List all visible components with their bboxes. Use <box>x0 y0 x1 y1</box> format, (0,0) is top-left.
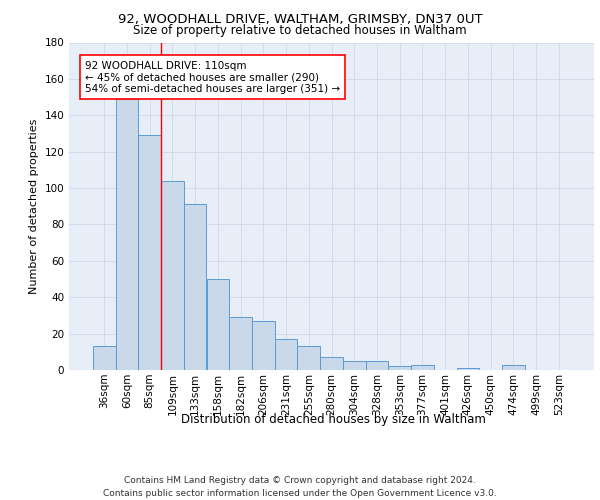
Y-axis label: Number of detached properties: Number of detached properties <box>29 118 39 294</box>
Bar <box>298 346 320 370</box>
Bar <box>252 321 275 370</box>
Bar <box>457 368 479 370</box>
Text: Contains HM Land Registry data © Crown copyright and database right 2024.
Contai: Contains HM Land Registry data © Crown c… <box>103 476 497 498</box>
Bar <box>388 366 411 370</box>
Text: Size of property relative to detached houses in Waltham: Size of property relative to detached ho… <box>133 24 467 37</box>
Bar <box>502 364 524 370</box>
Bar <box>161 181 184 370</box>
Bar <box>93 346 116 370</box>
Text: Distribution of detached houses by size in Waltham: Distribution of detached houses by size … <box>181 412 485 426</box>
Bar <box>206 279 229 370</box>
Text: 92 WOODHALL DRIVE: 110sqm
← 45% of detached houses are smaller (290)
54% of semi: 92 WOODHALL DRIVE: 110sqm ← 45% of detac… <box>85 60 340 94</box>
Bar <box>139 136 161 370</box>
Text: 92, WOODHALL DRIVE, WALTHAM, GRIMSBY, DN37 0UT: 92, WOODHALL DRIVE, WALTHAM, GRIMSBY, DN… <box>118 12 482 26</box>
Bar <box>116 99 139 370</box>
Bar <box>365 361 388 370</box>
Bar <box>320 358 343 370</box>
Bar <box>343 361 365 370</box>
Bar <box>229 317 252 370</box>
Bar <box>184 204 206 370</box>
Bar <box>411 364 434 370</box>
Bar <box>275 339 298 370</box>
